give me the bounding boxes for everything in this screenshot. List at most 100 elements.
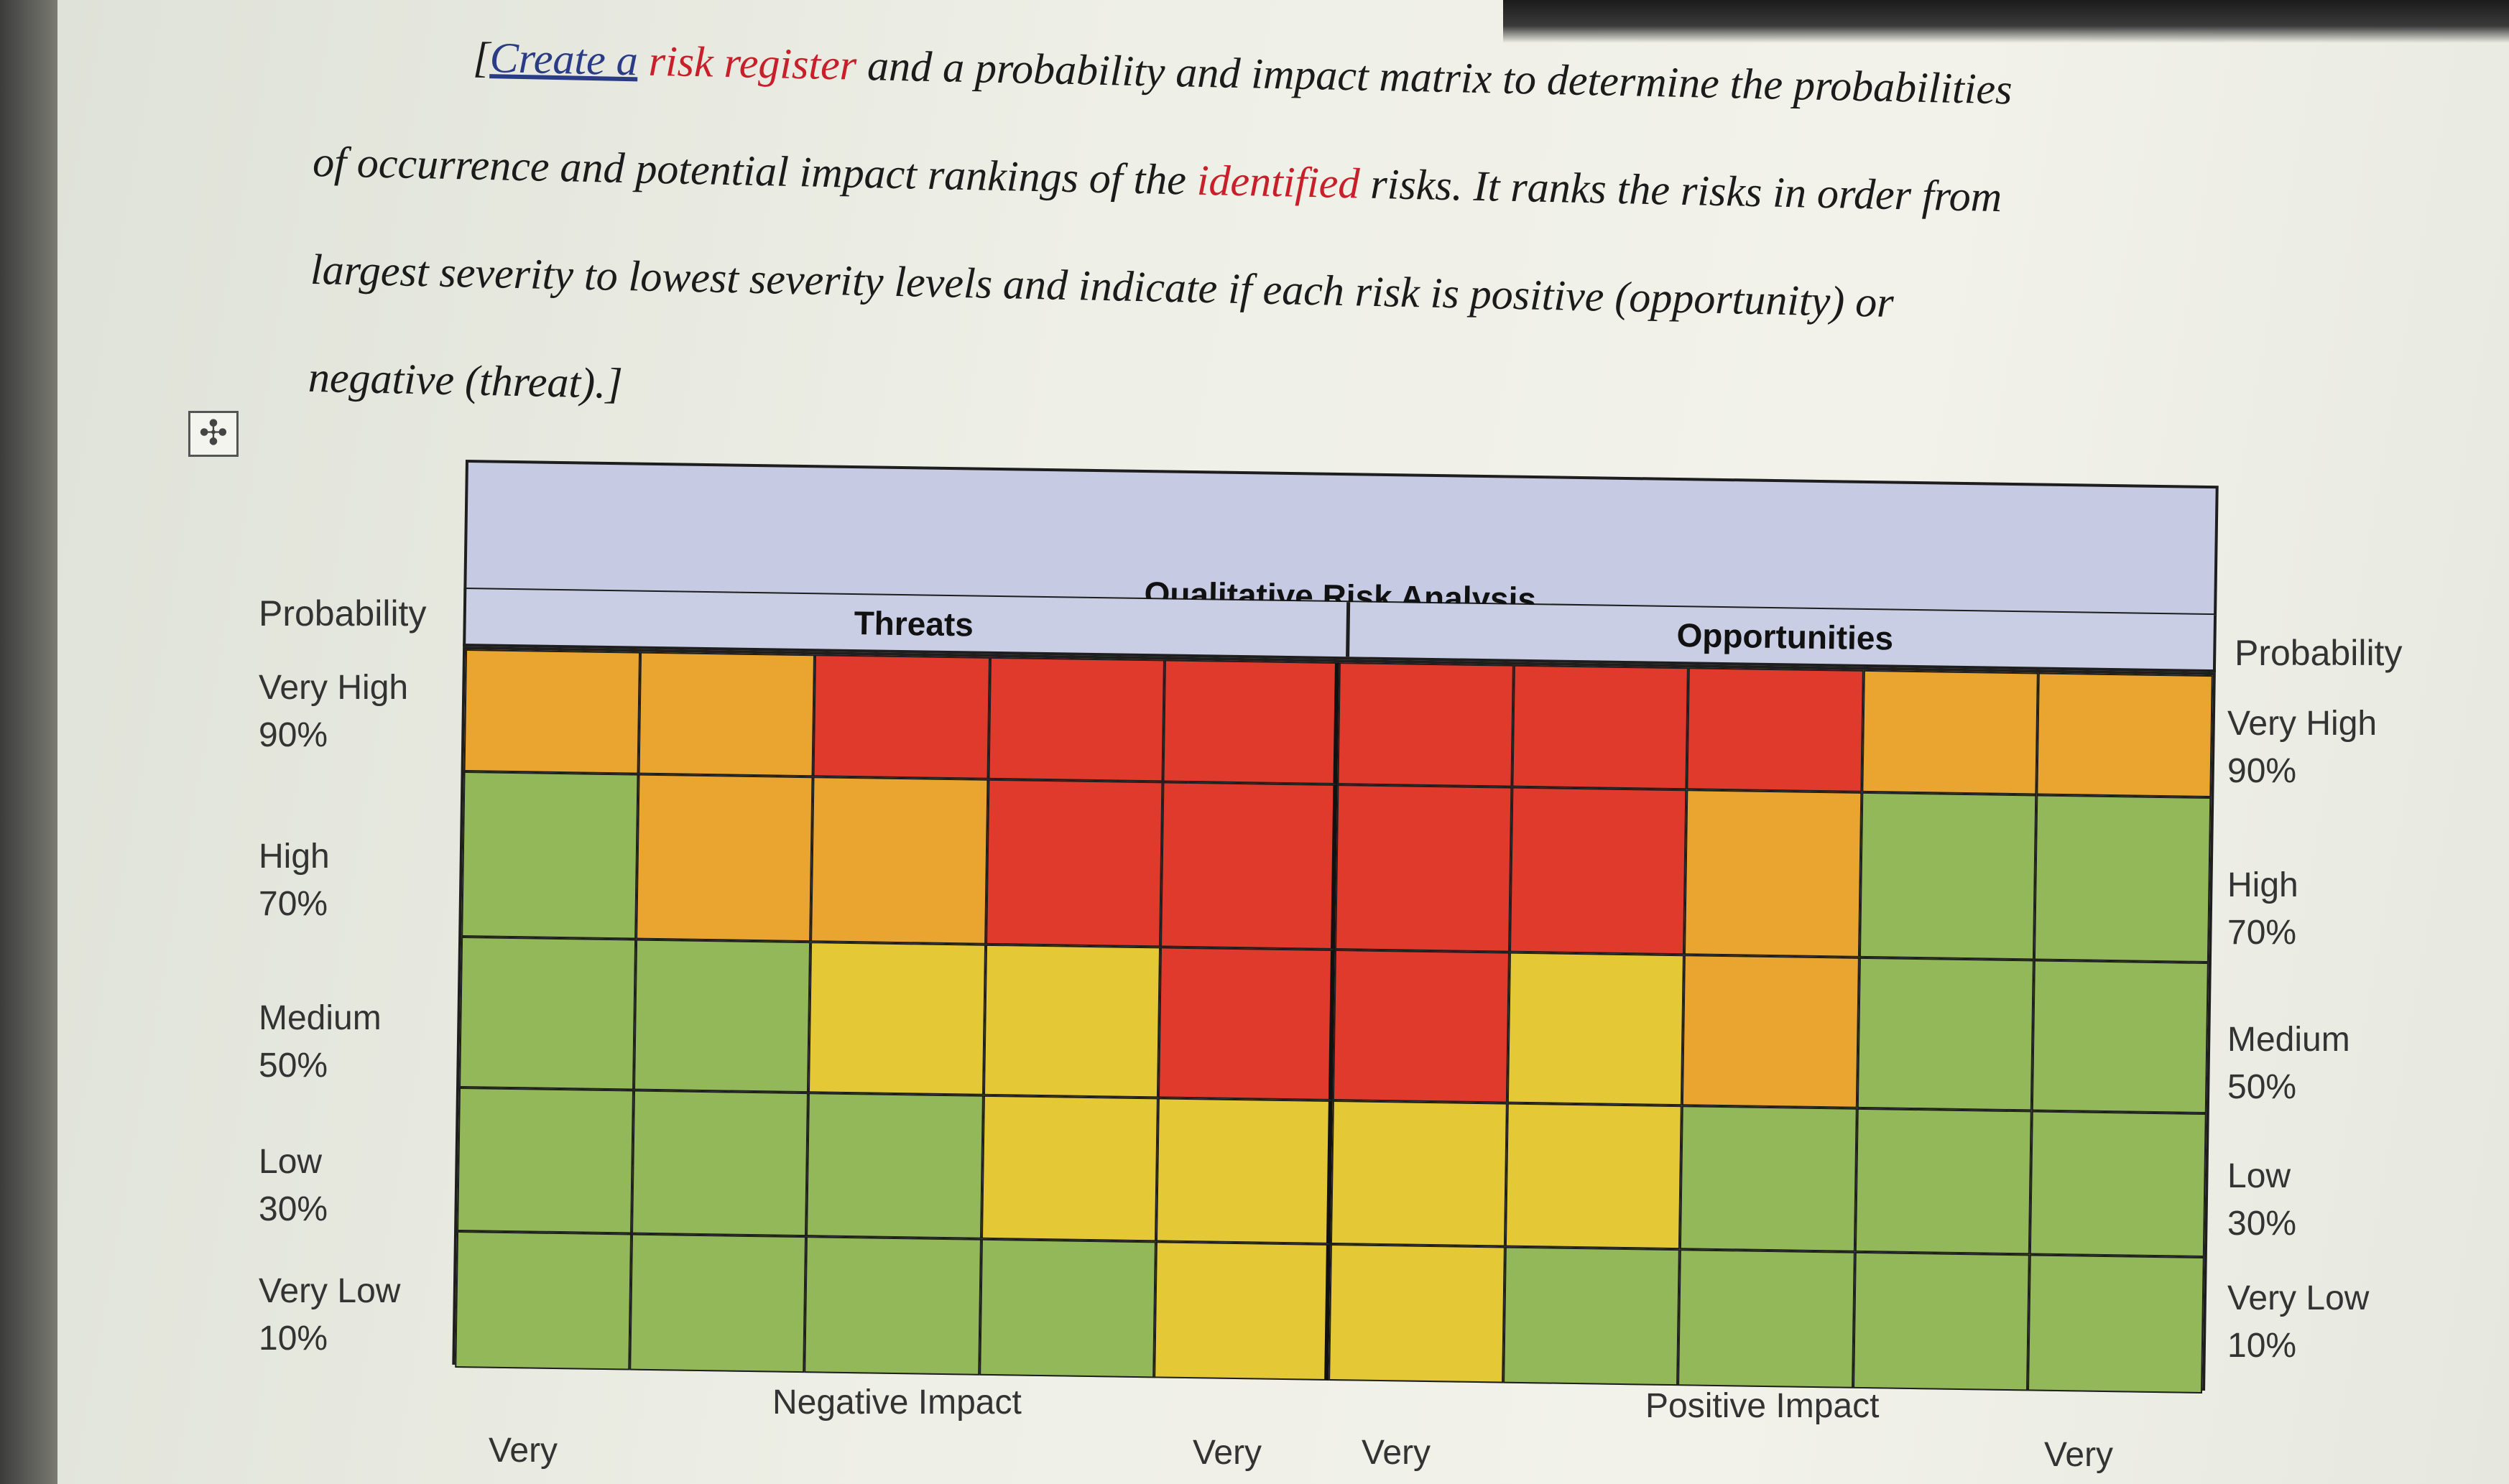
risk-register-flagged-word[interactable]: risk register (648, 37, 857, 89)
impact-scale-label: Very (2044, 1436, 2114, 1474)
matrix-cell (985, 779, 1163, 947)
move-icon[interactable]: ✣ (188, 411, 239, 457)
matrix-cell (1329, 1243, 1506, 1383)
prob-level: Very Low (2227, 1279, 2370, 1317)
prob-row-label: High 70% (259, 833, 330, 928)
prob-level: Very High (2227, 705, 2378, 743)
matrix-cell (988, 657, 1165, 782)
matrix-cell (634, 939, 811, 1093)
prob-pct: 90% (2227, 752, 2297, 790)
matrix-cell (806, 1093, 984, 1239)
matrix-cell (455, 1230, 632, 1371)
matrix-cell (1334, 784, 1512, 952)
bracket-open: [ (472, 33, 491, 82)
matrix-cell (810, 776, 989, 945)
prob-row-label: Very High 90% (2227, 700, 2377, 795)
matrix-cell (979, 1238, 1156, 1378)
matrix-cell (1510, 787, 1687, 955)
matrix-cell (1332, 950, 1510, 1103)
matrix-cell (1163, 659, 1339, 785)
screen-bezel-top (1503, 0, 2509, 43)
matrix-cell (1505, 1103, 1683, 1250)
matrix-cell (2029, 1110, 2207, 1258)
matrix-cell (813, 654, 990, 779)
matrix-cell (463, 649, 641, 774)
positive-impact-label: Positive Impact (1645, 1387, 1880, 1425)
section-divider (1346, 602, 1351, 657)
prob-row-label: Medium 50% (259, 995, 382, 1090)
prob-pct: 70% (259, 885, 328, 923)
prob-pct: 50% (259, 1047, 328, 1085)
identified-flagged-word[interactable]: identified (1196, 156, 1361, 208)
matrix-cell (461, 771, 639, 940)
matrix-cell (981, 1095, 1158, 1242)
matrix-cell (1160, 782, 1338, 950)
probability-impact-matrix: Qualitative Risk Analysis Threats Opport… (452, 460, 2219, 1405)
prob-pct: 30% (259, 1190, 328, 1228)
prob-level: Low (259, 1143, 323, 1181)
matrix-cell (632, 1090, 809, 1237)
prob-row-label: Very Low 10% (259, 1268, 400, 1363)
matrix-cell (2031, 960, 2209, 1114)
impact-scale-label: Very (489, 1432, 558, 1470)
threats-label: Threats (854, 604, 974, 644)
instructions-text: of occurrence and potential impact ranki… (312, 137, 1198, 204)
matrix-cell (1854, 1108, 2032, 1255)
prob-pct: 50% (2227, 1068, 2297, 1106)
impact-scale-label: Very (1362, 1434, 1431, 1472)
matrix-cell (1155, 1098, 1333, 1244)
instructions-text: and a probability and impact matrix to d… (856, 41, 2013, 113)
prob-level: Very High (259, 669, 409, 707)
matrix-cell (1153, 1241, 1331, 1381)
negative-impact-label: Negative Impact (772, 1383, 1022, 1422)
screen-bezel-left (0, 0, 57, 1484)
prob-level: Medium (259, 999, 382, 1037)
prob-level: High (259, 838, 330, 876)
matrix-cell (1852, 1251, 2030, 1391)
instructions-paragraph: [Create a risk register and a probabilit… (307, 0, 2298, 473)
matrix-cell (1686, 667, 1864, 792)
impact-scale-label: Very (1193, 1434, 1262, 1472)
prob-pct: 10% (259, 1320, 328, 1358)
prob-row-label: Low 30% (259, 1138, 328, 1233)
matrix-cell (459, 936, 637, 1090)
prob-pct: 30% (2227, 1205, 2297, 1243)
matrix-cell (1158, 947, 1335, 1101)
opportunities-label: Opportunities (1676, 616, 1894, 657)
prob-row-label: Very High 90% (259, 664, 408, 759)
matrix-cell (638, 651, 815, 777)
prob-pct: 10% (2227, 1327, 2297, 1365)
matrix-cell (636, 774, 813, 942)
matrix-cell (1857, 957, 2034, 1111)
matrix-cell (804, 1236, 981, 1376)
matrix-cell (457, 1087, 634, 1234)
matrix-cell (2027, 1254, 2204, 1393)
matrix-cell (1330, 1100, 1508, 1247)
matrix-cell (1512, 664, 1689, 790)
prob-row-label: Medium 50% (2227, 1016, 2350, 1111)
matrix-cell (629, 1233, 807, 1373)
right-probability-header: Probability (2235, 633, 2403, 673)
prob-level: Low (2227, 1157, 2291, 1195)
prob-row-label: Low 30% (2227, 1153, 2296, 1248)
matrix-cell (1503, 1246, 1681, 1386)
prob-level: Very Low (259, 1272, 401, 1310)
matrix-cell (1682, 955, 1859, 1108)
prob-pct: 70% (2227, 914, 2297, 952)
matrix-cell (1678, 1249, 1855, 1388)
instructions-text: risks. It ranks the risks in order from (1359, 159, 2002, 221)
matrix-cell (1680, 1105, 1857, 1252)
matrix-cell (2036, 672, 2213, 798)
create-link[interactable]: Create a (489, 34, 639, 85)
prob-level: Medium (2227, 1021, 2350, 1059)
matrix-cell (2033, 794, 2212, 963)
prob-row-label: Very Low 10% (2227, 1275, 2369, 1370)
prob-level: High (2227, 866, 2298, 904)
matrix-cell (808, 942, 986, 1095)
prob-pct: 90% (259, 716, 328, 754)
matrix-cell (1684, 789, 1862, 957)
left-probability-header: Probability (259, 593, 427, 634)
prob-row-label: High 70% (2227, 862, 2298, 957)
matrix-cell (1337, 662, 1515, 787)
matrix-cell (983, 944, 1160, 1098)
